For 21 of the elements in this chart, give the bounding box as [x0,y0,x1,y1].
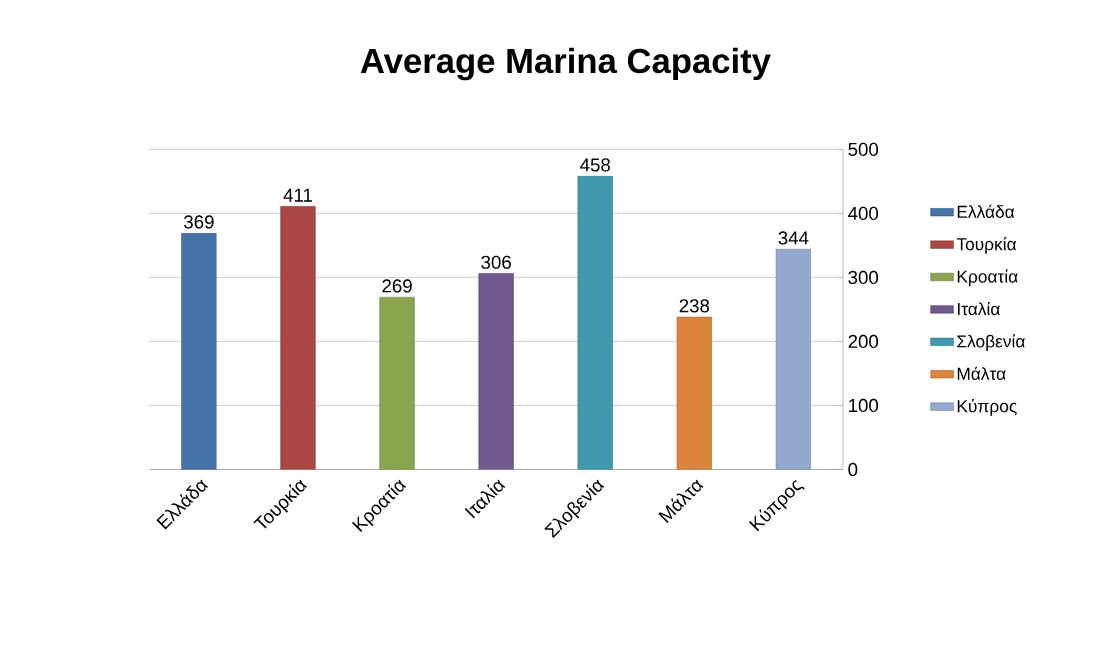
y-tick-label: 300 [848,270,879,285]
y-tick-label: 400 [848,206,879,221]
y-tick-label: 500 [848,142,879,157]
data-label: 306 [481,255,511,269]
data-label: 411 [283,188,312,202]
legend-label: Σλοβενία [957,334,1025,352]
legend-label: Μάλτα [957,366,1006,380]
data-label: 344 [778,231,809,245]
chart-title: Average Marina Capacity [360,47,771,81]
y-tick-label: 200 [848,334,879,349]
legend-label: Ελλάδα [957,204,1015,218]
data-label: 458 [580,158,610,172]
data-label: 269 [382,279,412,293]
legend-label: Ιταλία [957,301,1000,316]
y-tick-label: 0 [848,462,858,477]
data-label: 369 [184,215,214,229]
legend-label: Τουρκία [956,237,1017,254]
legend-label: Κροατία [957,269,1018,287]
y-tick-label: 100 [849,398,879,413]
data-label: 238 [679,299,710,313]
legend-label: Κύπρος [957,399,1017,416]
